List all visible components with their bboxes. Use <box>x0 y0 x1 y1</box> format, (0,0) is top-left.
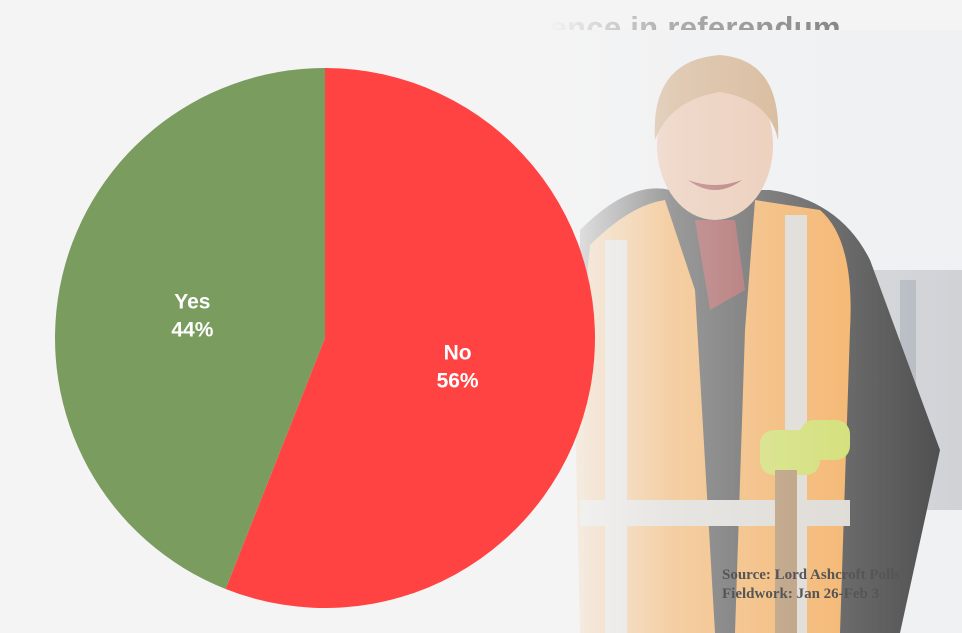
pie-slice-yes <box>54 68 325 590</box>
slice-value-yes: 44% <box>171 319 213 342</box>
slice-value-no: 56% <box>437 369 479 392</box>
source-line: Source: Lord Ashcroft Polls <box>722 567 901 583</box>
pie-slice-no <box>225 68 595 608</box>
fieldwork-line: Fieldwork: Jan 26-Feb 3 <box>722 586 880 602</box>
source-note: Source: Lord Ashcroft Polls Fieldwork: J… <box>722 566 957 604</box>
slice-label-no: No <box>444 341 472 364</box>
slice-label-yes: Yes <box>174 291 210 314</box>
